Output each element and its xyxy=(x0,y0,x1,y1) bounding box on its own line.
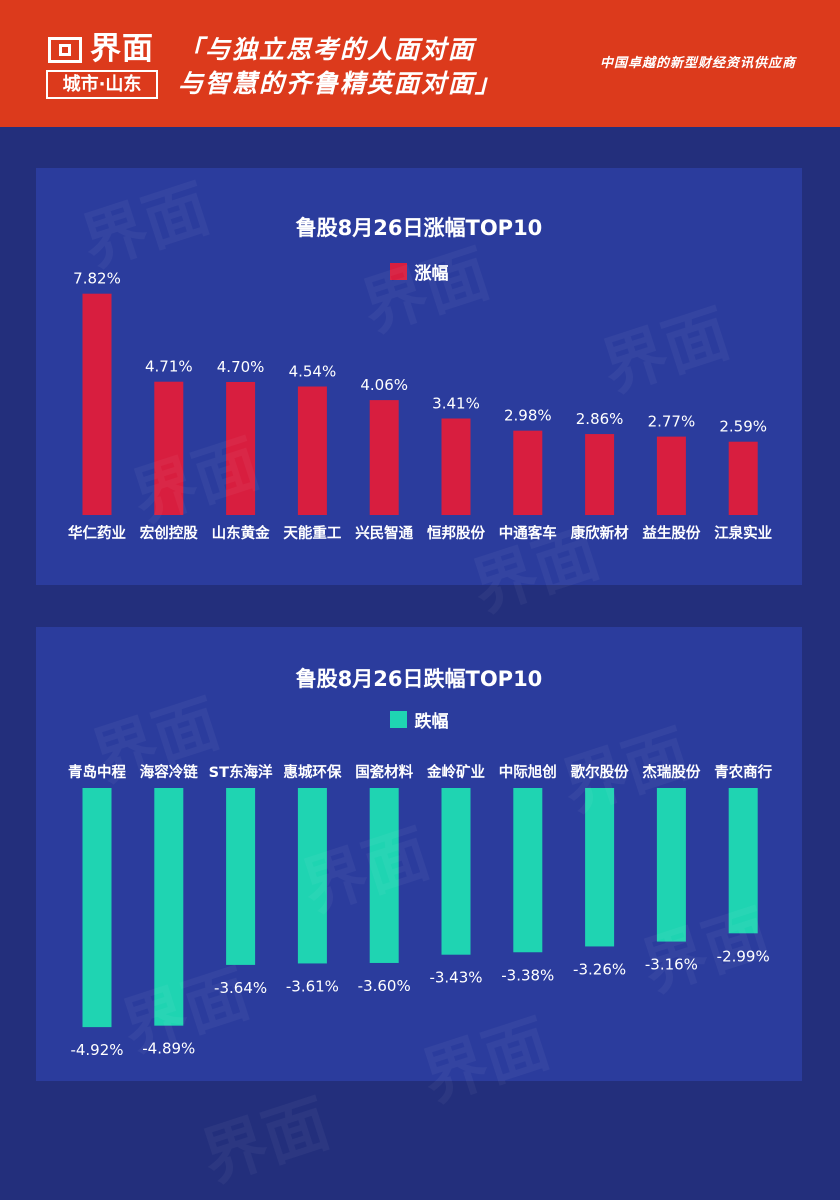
rise-value-label: 2.77% xyxy=(648,413,696,431)
fall-legend-label: 跌幅 xyxy=(414,712,449,732)
fall-value-label: -3.38% xyxy=(501,966,554,984)
fall-category-label: 惠城环保 xyxy=(283,763,341,781)
fall-legend-swatch xyxy=(389,711,407,728)
watermark: 界面 xyxy=(189,1072,339,1199)
fall-category-label: ST东海洋 xyxy=(209,763,273,781)
fall-value-label: -3.26% xyxy=(573,960,626,978)
rise-legend-swatch xyxy=(389,263,407,280)
fall-bar xyxy=(728,788,758,934)
rise-bar xyxy=(728,441,758,515)
fall-category-label: 歌尔股份 xyxy=(571,763,629,781)
rise-chart-panel: 鲁股8月26日涨幅TOP10 涨幅 7.82% 华仁药业 4.71% 宏创控股 4.70… xyxy=(36,168,802,585)
tagline: 中国卓越的新型财经资讯供应商 xyxy=(599,56,796,71)
fall-bar xyxy=(154,788,184,1026)
rise-bar xyxy=(82,293,112,515)
rise-category-label: 江泉实业 xyxy=(714,524,772,542)
fall-bar xyxy=(226,788,256,965)
fall-category-label: 海容冷链 xyxy=(140,763,198,781)
fall-value-label: -2.99% xyxy=(717,947,770,965)
fall-value-label: -3.64% xyxy=(214,979,267,997)
rise-value-label: 7.82% xyxy=(73,270,121,288)
logo-icon xyxy=(48,37,82,63)
rise-chart-title: 鲁股8月26日涨幅TOP10 xyxy=(295,216,543,240)
fall-legend: 跌幅 xyxy=(36,707,802,732)
logo-city: 城市·山东 xyxy=(46,70,158,99)
rise-category-label: 山东黄金 xyxy=(212,524,270,542)
fall-value-label: -3.60% xyxy=(358,977,411,995)
fall-bar xyxy=(441,788,471,955)
rise-category-label: 华仁药业 xyxy=(68,524,126,542)
rise-bar xyxy=(656,436,686,515)
rise-category-label: 宏创控股 xyxy=(140,524,198,542)
fall-bar xyxy=(585,788,615,947)
fall-chart-title: 鲁股8月26日跌幅TOP10 xyxy=(295,667,543,691)
rise-bar xyxy=(441,418,471,515)
rise-value-label: 2.86% xyxy=(576,410,624,428)
slogan-line-2: 与智慧的齐鲁精英面对面」 xyxy=(178,69,503,98)
rise-legend: 涨幅 xyxy=(36,259,802,284)
logo-brand: 界面 xyxy=(90,31,154,67)
fall-category-label: 金岭矿业 xyxy=(426,763,485,781)
rise-category-label: 益生股份 xyxy=(642,524,700,542)
rise-category-label: 康欣新材 xyxy=(571,524,629,542)
rise-value-label: 4.54% xyxy=(289,363,337,381)
fall-value-label: -4.92% xyxy=(70,1041,123,1059)
fall-bar-chart: -4.92% 青岛中程 -4.89% 海容冷链 -3.64% ST东海洋 -3.61% 惠城环… xyxy=(68,763,773,1059)
rise-value-label: 4.70% xyxy=(217,358,265,376)
fall-category-label: 杰瑞股份 xyxy=(642,763,700,781)
fall-value-label: -3.43% xyxy=(429,969,482,987)
fall-value-label: -4.89% xyxy=(142,1040,195,1058)
fall-bar xyxy=(82,788,112,1028)
rise-bar xyxy=(297,386,327,515)
rise-bar xyxy=(226,381,256,515)
rise-value-label: 3.41% xyxy=(432,394,480,412)
rise-value-label: 4.06% xyxy=(360,376,408,394)
rise-category-label: 中通客车 xyxy=(499,524,557,542)
rise-value-label: 4.71% xyxy=(145,358,193,376)
rise-category-label: 恒邦股份 xyxy=(427,524,485,542)
fall-value-label: -3.61% xyxy=(286,977,339,995)
rise-legend-label: 涨幅 xyxy=(414,264,449,284)
slogan-line-1: 「与独立思考的人面对面 xyxy=(178,35,476,64)
fall-bar xyxy=(297,788,327,964)
fall-bar xyxy=(369,788,399,963)
rise-value-label: 2.98% xyxy=(504,407,552,425)
fall-category-label: 青岛中程 xyxy=(68,763,126,781)
logo: 界面 城市·山东 xyxy=(46,31,158,99)
fall-bar xyxy=(513,788,543,953)
rise-bar xyxy=(154,381,184,515)
fall-bar xyxy=(656,788,686,942)
rise-category-label: 兴民智通 xyxy=(355,524,413,542)
rise-value-label: 2.59% xyxy=(719,418,767,436)
rise-bar xyxy=(513,430,543,515)
fall-category-label: 青农商行 xyxy=(714,763,772,781)
rise-bar xyxy=(585,434,615,515)
rise-bar xyxy=(369,400,399,515)
fall-category-label: 国瓷材料 xyxy=(355,763,413,781)
fall-category-label: 中际旭创 xyxy=(499,763,557,781)
rise-category-label: 天能重工 xyxy=(283,524,341,542)
header-banner: 界面 城市·山东 「与独立思考的人面对面 与智慧的齐鲁精英面对面」 中国卓越的新… xyxy=(0,0,840,127)
fall-chart-panel: 鲁股8月26日跌幅TOP10 跌幅 -4.92% 青岛中程 -4.89% 海容冷链 -3… xyxy=(36,627,802,1081)
rise-bar-chart: 7.82% 华仁药业 4.71% 宏创控股 4.70% 山东黄金 4.54% 天能重工 4.06… xyxy=(68,270,772,542)
fall-value-label: -3.16% xyxy=(645,956,698,974)
